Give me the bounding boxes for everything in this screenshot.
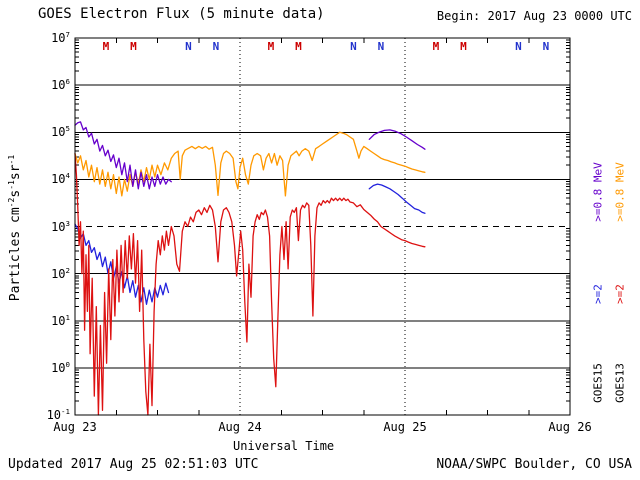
local-noon-marker: N — [350, 40, 357, 53]
x-tick-label: Aug 24 — [218, 420, 262, 434]
series-goes13-ge0p8mev — [74, 131, 426, 197]
x-tick-label: Aug 26 — [548, 420, 592, 434]
y-axis-label: Particles cm-2s-1sr-1 — [6, 154, 24, 302]
y-tick-label: 105 — [51, 124, 70, 140]
y-tick-label: 102 — [51, 265, 70, 281]
legend-goes15-e2-label: >=2 — [591, 284, 605, 304]
local-midnight-marker: M — [295, 40, 302, 53]
local-noon-marker: N — [213, 40, 220, 53]
local-midnight-marker: M — [433, 40, 440, 53]
legend-goes15-e0p8-label: >=0.8 MeV — [591, 162, 605, 222]
x-axis-tick-labels: Aug 23 Aug 24 Aug 25 Aug 26 — [0, 420, 640, 436]
legend-goes13-name: GOES13 — [613, 363, 627, 403]
legend-goes15-name: GOES15 — [591, 363, 605, 403]
local-midnight-marker: M — [130, 40, 137, 53]
local-midnight-marker: M — [103, 40, 110, 53]
series-goes15-ge0p8mev — [368, 129, 426, 150]
legend-goes13-e0p8-label: >=0.8 MeV — [613, 162, 627, 222]
y-tick-label: 107 — [51, 30, 70, 45]
y-tick-label: 104 — [51, 171, 70, 187]
series-goes13-ge2mev — [74, 152, 426, 416]
local-noon-marker: N — [543, 40, 550, 53]
begin-time-label: Begin: 2017 Aug 23 0000 UTC — [436, 9, 632, 23]
local-noon-marker: N — [515, 40, 522, 53]
updated-timestamp: Updated 2017 Aug 25 02:51:03 UTC — [8, 457, 259, 472]
y-axis-tick-labels: 107 106 105 104 103 102 101 100 10-1 — [0, 0, 80, 480]
y-tick-label: 100 — [51, 359, 70, 375]
credit-label: NOAA/SWPC Boulder, CO USA — [436, 457, 632, 472]
x-tick-label: Aug 25 — [383, 420, 427, 434]
series-goes15-ge0p8mev — [74, 121, 172, 190]
local-midnight-marker: M — [268, 40, 275, 53]
plot-frame — [74, 37, 571, 416]
page-title: GOES Electron Flux (5 minute data) — [38, 6, 325, 22]
x-tick-label: Aug 23 — [53, 420, 97, 434]
local-midnight-marker: M — [460, 40, 467, 53]
y-tick-label: 106 — [51, 77, 70, 93]
local-noon-marker: N — [378, 40, 385, 53]
y-tick-label: 101 — [51, 312, 70, 328]
legend-goes13-e2-label: >=2 — [613, 284, 627, 304]
y-tick-label: 103 — [51, 218, 70, 234]
x-axis-label: Universal Time — [233, 439, 335, 453]
y-tick-label: 10-1 — [46, 407, 70, 422]
local-noon-marker: N — [185, 40, 192, 53]
series-goes15-ge2mev — [368, 183, 426, 214]
